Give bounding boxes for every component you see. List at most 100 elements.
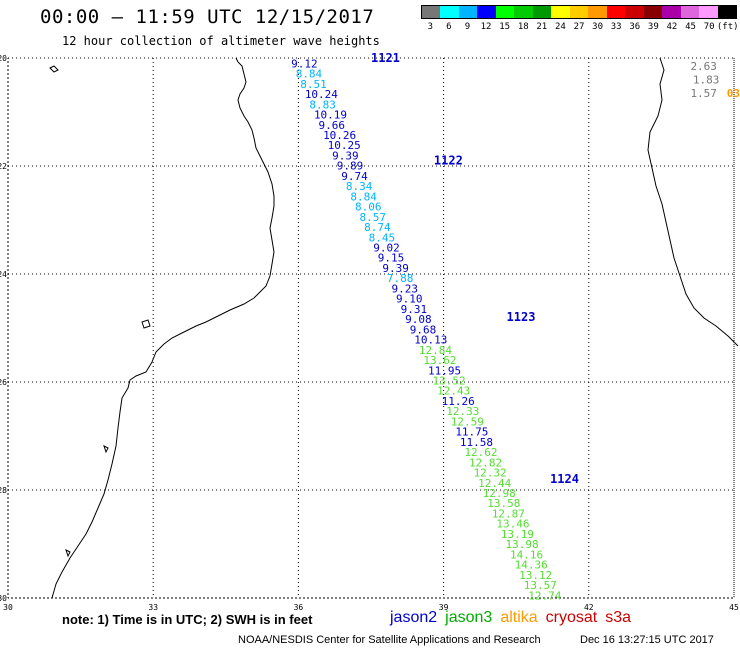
swh-value-label: 12.32 bbox=[474, 467, 507, 480]
swh-value-label: 12.87 bbox=[492, 507, 525, 520]
color-scale-label: 15 bbox=[499, 22, 511, 32]
grid-lines bbox=[7, 57, 735, 599]
color-swatch bbox=[440, 6, 459, 18]
swh-value-label: 13.46 bbox=[496, 518, 529, 531]
pass-number-label: 1123 bbox=[507, 310, 536, 324]
island bbox=[103, 445, 109, 454]
swh-value-label: 10.26 bbox=[323, 129, 356, 142]
color-scale-label: 39 bbox=[647, 22, 659, 32]
lat-tick-label: -22 bbox=[0, 162, 7, 171]
color-swatch bbox=[699, 6, 718, 18]
note-text: note: 1) Time is in UTC; 2) SWH is in fe… bbox=[62, 612, 313, 627]
swh-value-label: 7.88 bbox=[387, 272, 414, 285]
lon-tick-label: 42 bbox=[584, 603, 594, 612]
color-swatch bbox=[717, 6, 736, 18]
color-scale-label: 36 bbox=[629, 22, 641, 32]
color-swatch bbox=[588, 6, 607, 18]
map-title: 00:00 — 11:59 UTC 12/15/2017 bbox=[40, 6, 375, 28]
swh-value-label: 8.83 bbox=[309, 98, 336, 111]
color-swatch bbox=[458, 6, 478, 18]
swh-value-label: 9.74 bbox=[341, 170, 368, 183]
swh-value-label: 8.74 bbox=[364, 221, 391, 234]
swh-value-label: 8.84 bbox=[296, 68, 323, 81]
swh-value-label: 12.43 bbox=[437, 385, 470, 398]
swh-value-label: 8.06 bbox=[355, 201, 382, 214]
color-scale-labels: 3 6 9 12 15 18 21 24 27 30 33 36 39 42 45 70 (ft) bbox=[421, 22, 739, 34]
map-frame bbox=[7, 57, 735, 599]
swh-value-label: 12.84 bbox=[419, 344, 452, 357]
color-scale-label: 21 bbox=[536, 22, 548, 32]
island bbox=[65, 549, 71, 558]
color-swatch bbox=[662, 6, 681, 18]
satellite-legend: jason2 jason3 altika cryosat s3a bbox=[390, 609, 639, 627]
color-scale-label: 70 bbox=[703, 22, 715, 32]
africa-coastline bbox=[51, 57, 275, 599]
swh-value-label: 1.57 bbox=[690, 87, 717, 100]
swh-value-label: 12.98 bbox=[483, 487, 516, 500]
swh-value-label: 9.12 bbox=[291, 57, 318, 70]
swh-value-label: 13.19 bbox=[501, 528, 534, 541]
swh-value-label: 10.19 bbox=[314, 109, 347, 122]
madagascar-coastline bbox=[647, 57, 739, 347]
swh-value-label: 9.39 bbox=[382, 262, 409, 275]
legend-item-jason3: jason3 bbox=[445, 609, 493, 626]
color-scale-label: 6 bbox=[446, 22, 452, 32]
lon-tick-label: 30 bbox=[3, 603, 13, 612]
legend-item-altika: altika bbox=[500, 609, 538, 626]
lat-tick-label: -28 bbox=[0, 486, 7, 495]
map-subtitle: 12 hour collection of altimeter wave hei… bbox=[62, 34, 380, 48]
color-scale-label: 12 bbox=[480, 22, 492, 32]
color-swatch bbox=[569, 6, 589, 18]
swh-value-label: 12.59 bbox=[451, 415, 484, 428]
swh-value-label: 11.95 bbox=[428, 364, 461, 377]
credit-text: NOAA/NESDIS Center for Satellite Applica… bbox=[238, 634, 541, 646]
swh-value-label: 11.58 bbox=[460, 436, 493, 449]
island bbox=[141, 319, 151, 329]
swh-value-label: 9.10 bbox=[396, 293, 423, 306]
swh-value-label: 14.36 bbox=[515, 559, 548, 572]
color-scale-label: 45 bbox=[685, 22, 696, 32]
lon-tick-label: 45 bbox=[729, 603, 739, 612]
swh-value-label: 9.39 bbox=[332, 149, 359, 162]
swh-value-label: 9.02 bbox=[373, 242, 400, 255]
color-swatch bbox=[643, 6, 663, 18]
pass-number-label: 1124 bbox=[550, 472, 579, 486]
lat-tick-label: -26 bbox=[0, 378, 7, 387]
island bbox=[49, 65, 59, 73]
swh-value-label: 12.33 bbox=[446, 405, 479, 418]
color-scale-label: 33 bbox=[610, 22, 622, 32]
color-scale-label: 30 bbox=[592, 22, 603, 32]
coastline bbox=[49, 57, 739, 599]
color-swatch bbox=[477, 6, 496, 18]
swh-value-label: 10.24 bbox=[305, 88, 338, 101]
swh-value-label: 12.82 bbox=[469, 456, 502, 469]
swh-value-label: 12.62 bbox=[464, 446, 497, 459]
color-swatch bbox=[625, 6, 644, 18]
swh-value-label: 12.74 bbox=[528, 589, 561, 602]
swh-value-label: 12.44 bbox=[478, 477, 511, 490]
color-swatch bbox=[514, 6, 533, 18]
lat-tick-label: -24 bbox=[0, 270, 7, 279]
swh-value-label: 13.57 bbox=[524, 579, 557, 592]
swh-value-label: 13.62 bbox=[423, 354, 456, 367]
lon-tick-label: 33 bbox=[148, 603, 158, 612]
lon-tick-label: 36 bbox=[294, 603, 304, 612]
swh-value-label: 8.84 bbox=[350, 190, 377, 203]
swh-value-label: 8.34 bbox=[346, 180, 373, 193]
swh-value-label: 8.45 bbox=[369, 231, 396, 244]
lat-tick-label: -20 bbox=[0, 54, 7, 63]
lat-tick-label: -30 bbox=[0, 594, 7, 603]
swh-value-label: 13.58 bbox=[487, 497, 520, 510]
swh-value-label: 13.98 bbox=[505, 538, 538, 551]
color-scale-label: 9 bbox=[464, 22, 471, 32]
swh-value-label: 9.15 bbox=[378, 252, 405, 265]
color-swatch bbox=[422, 6, 441, 18]
pass-number-label: 1121 bbox=[371, 51, 400, 65]
swh-value-label: 8.51 bbox=[300, 78, 327, 91]
pass-number-label: 1122 bbox=[434, 154, 463, 168]
swh-value-label: 10.25 bbox=[328, 139, 361, 152]
swh-value-label: 13.52 bbox=[433, 374, 466, 387]
color-scale-label: 24 bbox=[554, 22, 566, 32]
timestamp-text: Dec 16 13:27:15 UTC 2017 bbox=[580, 634, 714, 646]
